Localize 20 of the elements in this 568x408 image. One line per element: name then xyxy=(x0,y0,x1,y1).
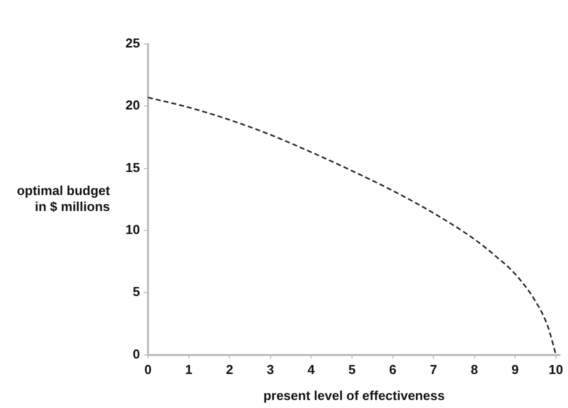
y-tick-label: 15 xyxy=(126,160,140,175)
x-tick-label: 4 xyxy=(308,362,316,378)
y-tick-label: 25 xyxy=(126,36,140,51)
x-tick-label: 8 xyxy=(470,362,478,378)
x-tick-label: 1 xyxy=(185,362,192,378)
x-tick-label: 6 xyxy=(389,362,396,378)
y-tick-label: 20 xyxy=(126,98,140,113)
y-axis-title: optimal budget in $ millions xyxy=(16,183,110,215)
x-tick-label: 2 xyxy=(226,362,234,378)
y-tick-label: 10 xyxy=(126,222,140,238)
x-tick-label: 9 xyxy=(512,362,519,378)
x-tick-label: 3 xyxy=(266,362,274,378)
x-tick-label: 7 xyxy=(430,362,438,378)
x-tick-label: 5 xyxy=(348,362,356,378)
x-tick-label: 10 xyxy=(548,362,564,378)
x-axis-title: present level of effectiveness xyxy=(263,388,445,403)
x-tick-label: 0 xyxy=(144,362,152,378)
y-tick-label: 0 xyxy=(132,346,140,362)
line-series xyxy=(148,96,557,355)
y-tick-label: 5 xyxy=(132,284,140,300)
